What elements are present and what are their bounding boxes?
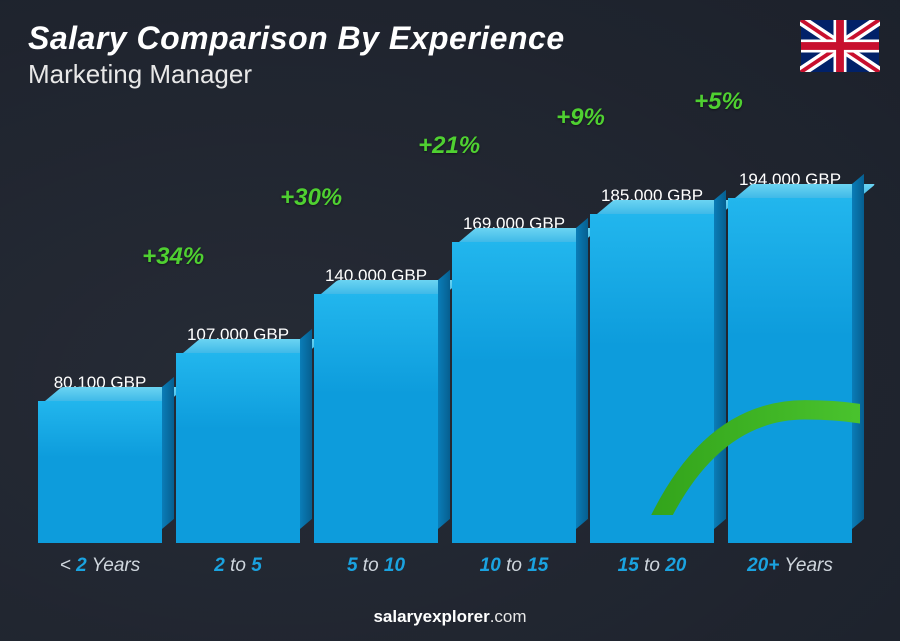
x-label: < 2 Years [38,555,162,577]
growth-pct-label: +34% [142,243,204,271]
footer: salaryexplorer.com [0,607,900,627]
x-label: 20+ Years [728,555,852,577]
bar-column: 107,000 GBP [176,325,300,543]
growth-pct-label: +21% [418,132,480,160]
bar-column: 194,000 GBP [728,170,852,543]
x-label: 2 to 5 [176,555,300,577]
uk-flag-icon [800,20,880,72]
x-label: 5 to 10 [314,555,438,577]
bar-column: 185,000 GBP [590,186,714,543]
x-label: 10 to 15 [452,555,576,577]
page-subtitle: Marketing Manager [28,59,565,90]
footer-brand-rest: .com [490,607,527,626]
bar [452,242,576,543]
bar-column: 140,000 GBP [314,266,438,543]
bar [728,198,852,543]
growth-pct-label: +9% [556,104,605,132]
x-axis-labels: < 2 Years 2 to 5 5 to 10 10 to 15 15 to 20 20… [30,555,860,577]
bar [176,353,300,543]
bar [38,401,162,543]
bar [590,214,714,543]
bar-column: 169,000 GBP [452,214,576,543]
salary-chart: 80,100 GBP107,000 GBP140,000 GBP169,000 … [30,100,860,573]
growth-pct-label: +5% [694,88,743,116]
x-label: 15 to 20 [590,555,714,577]
bar [314,294,438,543]
bar-column: 80,100 GBP [38,373,162,543]
header: Salary Comparison By Experience Marketin… [28,20,565,90]
bar-group: 80,100 GBP107,000 GBP140,000 GBP169,000 … [30,100,860,543]
footer-brand-bold: salaryexplorer [373,607,489,626]
page-title: Salary Comparison By Experience [28,20,565,57]
growth-pct-label: +30% [280,184,342,212]
